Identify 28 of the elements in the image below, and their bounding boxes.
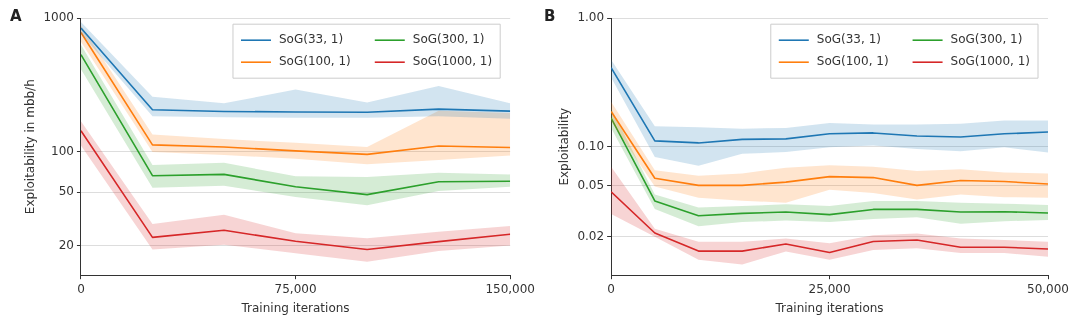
y-tick-label: 0.10 (577, 138, 605, 153)
y-axis-title: Exploitability (557, 107, 572, 186)
y-axis-title: Exploitability in mbb/h (23, 79, 38, 215)
legend-label: SoG(33, 1) (278, 32, 344, 47)
y-tick-label: 1000 (43, 10, 74, 25)
x-axis-title: Training iterations (774, 300, 884, 315)
chart-title: B (544, 7, 556, 26)
y-tick-label: 20 (58, 237, 74, 252)
x-axis-title: Training iterations (240, 300, 350, 315)
x-tick-label: 0 (607, 281, 615, 296)
x-tick-label: 50,000 (1027, 281, 1069, 296)
legend-label: SoG(100, 1) (278, 54, 351, 69)
legend-label: SoG(300, 1) (412, 32, 485, 47)
legend-label: SoG(1000, 1) (412, 54, 493, 69)
x-tick-label: 0 (77, 281, 85, 296)
y-tick-label: 0.02 (577, 228, 605, 243)
x-tick-label: 75,000 (274, 281, 317, 296)
legend-label: SoG(33, 1) (816, 32, 881, 47)
legend-label: SoG(1000, 1) (950, 54, 1031, 69)
y-tick-label: 1.00 (577, 10, 605, 25)
chart-title: A (10, 7, 22, 26)
x-tick-label: 150,000 (485, 281, 535, 296)
y-tick-label: 50 (58, 184, 74, 199)
y-tick-label: 0.05 (577, 177, 605, 192)
y-tick-label: 100 (51, 144, 74, 159)
legend-label: SoG(300, 1) (950, 32, 1023, 47)
x-tick-label: 25,000 (808, 281, 851, 296)
legend-label: SoG(100, 1) (816, 54, 889, 69)
